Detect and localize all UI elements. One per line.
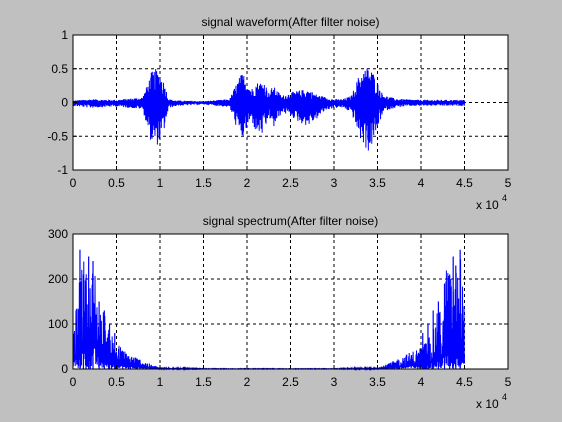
x-tick-label: 0 [70, 176, 77, 190]
y-tick-label: 0.5 [51, 62, 68, 76]
x-tick-label: 3 [331, 176, 338, 190]
x-tick-label: 4.5 [456, 176, 473, 190]
chart-title: signal spectrum(After filter noise) [203, 214, 378, 228]
x-tick-label: 3.5 [369, 176, 386, 190]
x-tick-label: 2 [244, 375, 251, 389]
x-tick-label: 1.5 [195, 375, 212, 389]
y-tick-label: -1 [57, 163, 68, 177]
x-tick-label: 0.5 [108, 375, 125, 389]
x-exponent-label: x 10 [476, 198, 499, 212]
y-tick-label: 0 [61, 362, 68, 376]
x-tick-label: 3.5 [369, 375, 386, 389]
x-tick-label: 0 [70, 375, 77, 389]
x-tick-label: 4 [418, 375, 425, 389]
chart-1: 0 0.5 1 1.5 2 2.5 3 3.5 4 4.5 5 -1 -0.5 0 0.5 1 signal w… [47, 15, 511, 212]
chart-2: 0 0.5 1 1.5 2 2.5 3 3.5 4 4.5 5 0 100 200 300 signal sp… [48, 214, 512, 411]
y-tick-label: 200 [48, 272, 68, 286]
x-tick-label: 2.5 [282, 375, 299, 389]
x-tick-label: 1 [157, 375, 164, 389]
x-tick-label: 4.5 [456, 375, 473, 389]
x-tick-label: 1 [157, 176, 164, 190]
x-tick-label: 5 [505, 176, 512, 190]
x-tick-label: 1.5 [195, 176, 212, 190]
x-tick-label: 5 [505, 375, 512, 389]
chart-title: signal waveform(After filter noise) [201, 15, 379, 29]
y-tick-label: 0 [61, 96, 68, 110]
x-tick-label: 4 [418, 176, 425, 190]
x-tick-label: 3 [331, 375, 338, 389]
x-tick-label: 0.5 [108, 176, 125, 190]
x-exponent-label: x 10 [476, 397, 499, 411]
x-exponent-power: 4 [502, 193, 507, 203]
x-tick-label: 2.5 [282, 176, 299, 190]
y-tick-label: 1 [61, 28, 68, 42]
series-trace [72, 68, 465, 151]
y-tick-label: 300 [48, 227, 68, 241]
x-tick-label: 2 [244, 176, 251, 190]
y-tick-label: -0.5 [47, 129, 68, 143]
x-exponent-power: 4 [502, 392, 507, 402]
y-tick-label: 100 [48, 317, 68, 331]
